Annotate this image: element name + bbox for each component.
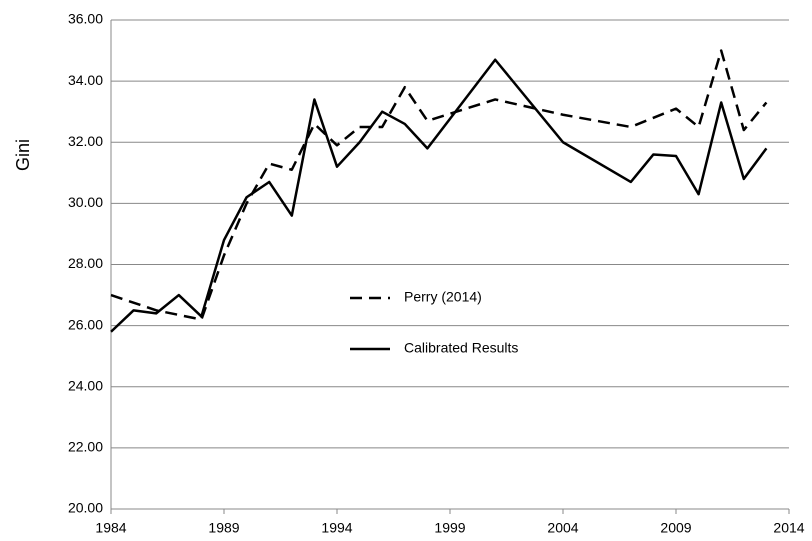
x-tick-label: 1999 <box>434 520 465 536</box>
y-tick-label: 24.00 <box>68 377 103 393</box>
y-tick-label: 36.00 <box>68 11 103 27</box>
x-tick-label: 1994 <box>321 520 352 536</box>
x-tick-label: 2014 <box>773 520 804 536</box>
legend-label: Calibrated Results <box>404 340 518 356</box>
legend-label: Perry (2014) <box>404 289 482 305</box>
y-axis-label: Gini <box>13 139 33 171</box>
y-tick-label: 28.00 <box>68 255 103 271</box>
y-tick-label: 22.00 <box>68 439 103 455</box>
x-tick-label: 1984 <box>95 520 126 536</box>
x-tick-label: 2004 <box>547 520 578 536</box>
x-tick-label: 2009 <box>660 520 691 536</box>
y-tick-label: 32.00 <box>68 133 103 149</box>
y-tick-label: 30.00 <box>68 194 103 210</box>
line-series <box>110 58 768 333</box>
y-tick-label: 20.00 <box>68 500 103 516</box>
y-tick-label: 34.00 <box>68 72 103 88</box>
line-series <box>110 49 768 321</box>
x-tick-label: 1989 <box>208 520 239 536</box>
y-tick-label: 26.00 <box>68 316 103 332</box>
